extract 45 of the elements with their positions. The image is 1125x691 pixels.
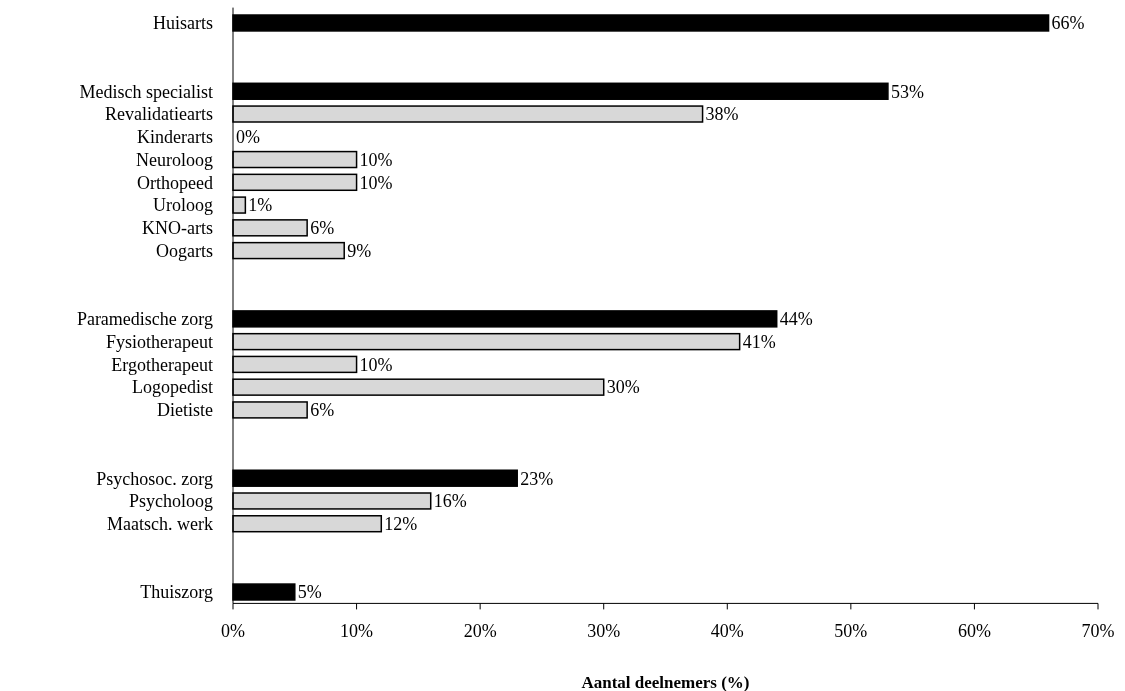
data-label: 53% — [890, 81, 924, 102]
data-label: 1% — [248, 195, 273, 216]
y-tick-label: KNO-arts — [142, 218, 213, 239]
y-tick-label: Revalidatiearts — [105, 104, 213, 125]
data-label: 6% — [310, 218, 335, 239]
y-tick-label: Neuroloog — [136, 149, 213, 170]
y-tick-label: Kinderarts — [137, 127, 213, 148]
x-tick-label: 40% — [710, 621, 744, 642]
x-tick-label: 70% — [1081, 621, 1115, 642]
x-axis-title: Aantal deelnemers (%) — [581, 673, 750, 691]
y-tick-label: Psychosoc. zorg — [96, 468, 213, 489]
y-tick-label: Dietiste — [157, 400, 213, 421]
data-label: 0% — [236, 127, 260, 148]
y-tick-label: Huisarts — [153, 13, 213, 34]
data-label: 10% — [359, 149, 393, 170]
data-label: 10% — [359, 172, 393, 193]
y-tick-label: Maatsch. werk — [107, 514, 213, 535]
data-label: 9% — [347, 240, 372, 261]
y-tick-label: Orthopeed — [137, 172, 213, 193]
data-label: 44% — [779, 309, 813, 330]
x-tick-label: 10% — [340, 621, 374, 642]
data-label: 6% — [310, 400, 335, 421]
data-label: 5% — [297, 582, 322, 603]
y-tick-label: Uroloog — [153, 195, 213, 216]
x-tick-label: 30% — [587, 621, 621, 642]
data-label: 10% — [359, 354, 393, 375]
data-label: 38% — [705, 104, 739, 125]
data-label: 16% — [433, 491, 467, 512]
y-tick-label: Fysiotherapeut — [106, 331, 213, 352]
data-label: 30% — [606, 377, 640, 398]
y-tick-label: Thuiszorg — [140, 582, 213, 603]
data-label: 41% — [742, 331, 776, 352]
y-tick-label: Psycholoog — [128, 491, 213, 512]
data-label: 66% — [1051, 13, 1085, 34]
x-tick-label: 50% — [834, 621, 868, 642]
y-tick-label: Medisch specialist — [79, 81, 213, 102]
y-tick-label: Oogarts — [156, 240, 213, 261]
data-label: 23% — [520, 468, 554, 489]
y-tick-label: Paramedische zorg — [76, 309, 213, 330]
x-tick-label: 60% — [957, 621, 991, 642]
data-label: 12% — [384, 514, 418, 535]
y-tick-label: Logopedist — [132, 377, 213, 398]
x-tick-label: 20% — [463, 621, 497, 642]
x-tick-label: 0% — [221, 621, 245, 642]
y-tick-label: Ergotherapeut — [111, 354, 213, 375]
